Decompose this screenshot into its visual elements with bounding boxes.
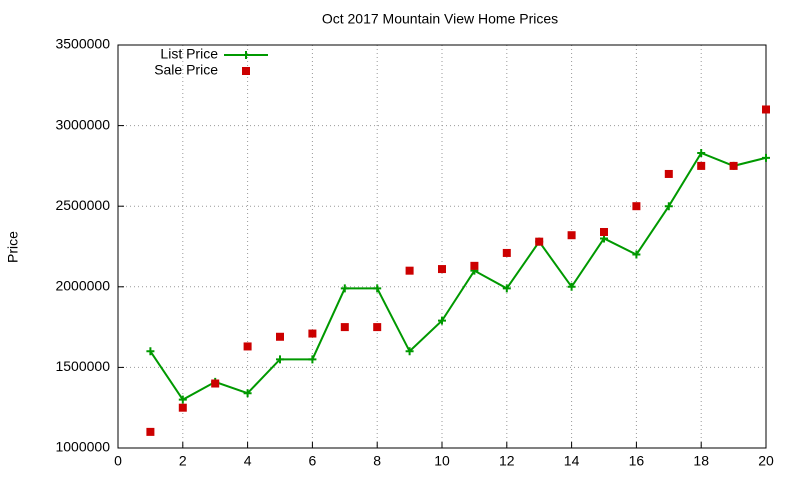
y-tick-label: 2500000 — [55, 197, 110, 213]
point — [276, 332, 284, 341]
point — [762, 105, 770, 114]
legend-marker — [242, 67, 250, 75]
x-tick-label: 8 — [373, 453, 381, 469]
plot-border — [117, 44, 767, 449]
point — [632, 202, 641, 211]
point — [373, 284, 382, 293]
point — [502, 248, 511, 257]
x-tick-label: 2 — [179, 453, 187, 469]
point — [502, 284, 511, 293]
point — [276, 355, 284, 364]
point — [178, 403, 187, 412]
point — [211, 379, 220, 388]
point — [146, 347, 155, 356]
y-tick-label: 1000000 — [55, 439, 110, 455]
point — [340, 323, 349, 332]
point — [373, 323, 382, 332]
point — [146, 427, 155, 436]
y-axis-label: Price — [5, 231, 21, 263]
point — [664, 169, 673, 178]
point — [438, 265, 446, 274]
point — [470, 261, 479, 270]
x-tick-label: 14 — [564, 453, 580, 469]
x-tick-label: 4 — [244, 453, 252, 469]
point — [405, 347, 414, 356]
legend-marker — [242, 51, 250, 59]
point — [762, 153, 770, 162]
point — [729, 161, 738, 170]
point — [664, 202, 673, 211]
y-tick-label: 1500000 — [55, 358, 110, 374]
point — [697, 161, 706, 170]
x-tick-label: 6 — [309, 453, 317, 469]
x-tick-label: 16 — [629, 453, 645, 469]
point — [405, 266, 414, 275]
chart-title: Oct 2017 Mountain View Home Prices — [322, 11, 558, 27]
y-tick-label: 3500000 — [55, 36, 110, 52]
x-tick-label: 18 — [693, 453, 709, 469]
point — [697, 149, 706, 158]
point — [308, 329, 317, 338]
point — [340, 284, 349, 293]
point — [243, 389, 252, 398]
point — [632, 250, 641, 259]
point — [243, 342, 252, 351]
point — [438, 316, 446, 325]
x-tick-label: 20 — [758, 453, 774, 469]
x-tick-label: 12 — [499, 453, 515, 469]
point — [178, 395, 187, 404]
point — [308, 355, 317, 364]
x-tick-label: 0 — [114, 453, 122, 469]
y-tick-label: 2000000 — [55, 278, 110, 294]
point — [535, 237, 544, 246]
point — [600, 227, 608, 236]
legend-label: List Price — [160, 46, 218, 62]
series-line — [149, 151, 767, 401]
y-tick-label: 3000000 — [55, 116, 110, 132]
point — [567, 282, 576, 291]
point — [567, 231, 576, 240]
legend-label: Sale Price — [154, 62, 218, 78]
x-tick-label: 10 — [434, 453, 450, 469]
